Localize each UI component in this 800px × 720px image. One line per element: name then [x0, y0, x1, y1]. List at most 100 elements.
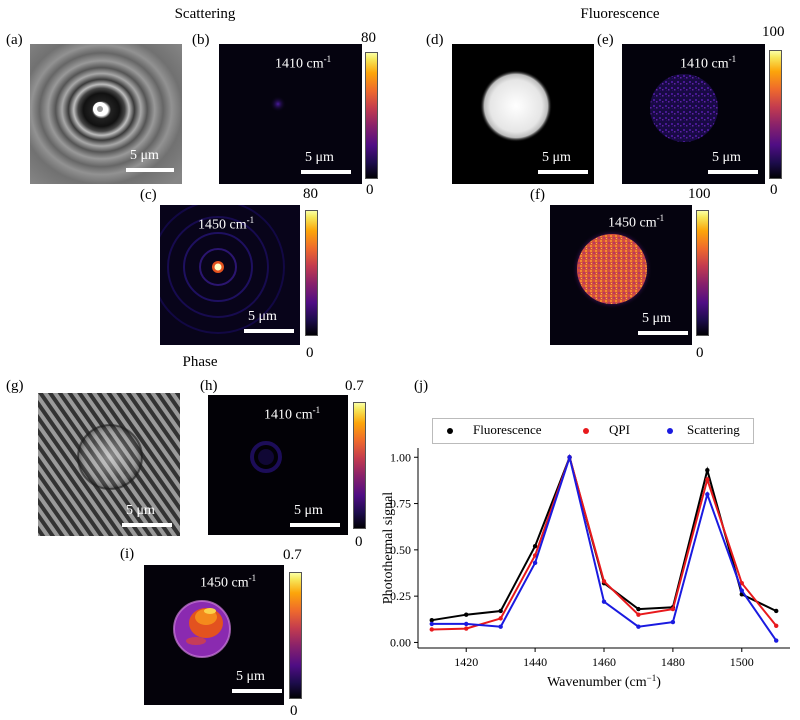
data-point-scattering	[429, 621, 434, 627]
scale-bar-i	[232, 689, 282, 693]
y-tick-label: 0.00	[390, 635, 411, 649]
scale-bar-g	[122, 523, 172, 527]
scale-bar-label-e: 5 μm	[712, 150, 741, 165]
colorbar-min-h: 0	[355, 534, 363, 550]
colorbar-min-e: 0	[770, 182, 778, 198]
y-tick-label: 0.25	[390, 589, 411, 603]
panel-a-scattering-image: 5 μm	[30, 44, 182, 184]
data-point-scattering	[739, 588, 744, 593]
scale-bar-h	[290, 523, 340, 527]
panel-b-scattering-1410: 1410 cm-1 5 μm	[219, 44, 362, 184]
y-tick-label: 0.75	[390, 497, 411, 511]
colorbar-max-f: 100	[688, 186, 711, 202]
legend-label-qpi: QPI	[609, 422, 630, 437]
x-tick-label: 1440	[523, 655, 547, 669]
data-point-qpi	[774, 623, 779, 628]
chart-axes: 0.00 0.25 0.50 0.75 1.00 1420 1440 1460 1480 1500	[390, 448, 790, 669]
legend-marker-fluorescence	[447, 428, 453, 434]
colorbar-h	[353, 402, 366, 529]
colorbar-min-i: 0	[290, 703, 298, 719]
scale-bar-e	[708, 170, 758, 174]
data-point-fluorescence	[636, 606, 641, 612]
panel-c-scattering-1450: 1450 cm-1 5 μm	[160, 205, 300, 345]
x-tick-label: 1480	[661, 655, 685, 669]
scale-bar-a	[126, 168, 174, 172]
data-point-scattering	[601, 599, 607, 604]
panel-label-h: (h)	[200, 378, 218, 394]
scale-bar-label-d: 5 μm	[542, 150, 571, 165]
data-point-scattering	[498, 624, 503, 629]
wavenumber-label-f: 1450 cm-1	[608, 213, 665, 231]
colorbar-min-c: 0	[306, 345, 314, 361]
data-point-scattering	[464, 621, 469, 627]
scale-bar-label-i: 5 μm	[236, 669, 265, 684]
colorbar-max-c: 80	[303, 186, 318, 202]
chart-xlabel: Wavenumber (cm−1)	[547, 673, 661, 690]
chart-series	[429, 453, 779, 643]
panel-g-phase-image: 5 μm	[38, 393, 180, 536]
colorbar-b	[365, 52, 378, 179]
panel-b-signal	[270, 96, 286, 112]
data-point-scattering	[774, 638, 779, 643]
data-point-fluorescence	[464, 612, 469, 617]
colorbar-i	[289, 572, 302, 699]
legend-label-scattering: Scattering	[687, 422, 740, 437]
legend-marker-scattering	[667, 428, 673, 434]
x-tick-label: 1460	[592, 655, 616, 669]
colorbar-max-b: 80	[361, 30, 376, 46]
wavenumber-label-c: 1450 cm-1	[198, 215, 255, 233]
chart-legend: Fluorescence QPI Scattering	[432, 418, 754, 444]
scale-bar-label-g: 5 μm	[126, 503, 155, 518]
section-title-phase: Phase	[182, 354, 218, 370]
colorbar-max-h: 0.7	[345, 378, 364, 394]
x-tick-label: 1420	[454, 655, 478, 669]
data-point-fluorescence	[705, 468, 710, 473]
section-title-fluorescence: Fluorescence	[580, 6, 660, 22]
scale-bar-label-h: 5 μm	[294, 503, 323, 518]
section-title-scattering: Scattering	[174, 6, 236, 22]
panel-label-e: (e)	[597, 32, 614, 48]
data-point-qpi	[705, 477, 710, 482]
wavenumber-label-h: 1410 cm-1	[264, 405, 321, 423]
colorbar-e	[769, 50, 782, 179]
data-point-fluorescence	[498, 608, 503, 614]
colorbar-max-i: 0.7	[283, 547, 302, 563]
scale-bar-d	[538, 170, 588, 174]
scale-bar-label-f: 5 μm	[642, 311, 671, 326]
panel-h-phase-1410: 1410 cm-1 5 μm	[208, 395, 348, 535]
panel-label-a: (a)	[6, 32, 23, 48]
panel-label-g: (g)	[6, 378, 24, 394]
x-tick-label: 1500	[730, 655, 754, 669]
data-point-scattering	[705, 492, 710, 497]
wavenumber-label-e: 1410 cm-1	[680, 54, 737, 72]
panel-d-fluorescence-image: 5 μm	[452, 44, 594, 184]
data-point-fluorescence	[774, 608, 779, 614]
data-point-scattering	[567, 455, 572, 460]
scale-bar-c	[244, 329, 294, 333]
panel-i-signal	[173, 600, 231, 658]
data-point-qpi	[498, 616, 503, 621]
panel-label-f: (f)	[530, 187, 545, 203]
panel-a-rings	[30, 44, 182, 184]
scale-bar-label-a: 5 μm	[130, 148, 159, 163]
legend-label-fluorescence: Fluorescence	[473, 422, 542, 437]
data-point-qpi	[636, 612, 641, 617]
wavenumber-label-i: 1450 cm-1	[200, 573, 257, 591]
data-point-qpi	[464, 626, 469, 631]
panel-i-phase-1450: 1450 cm-1 5 μm	[144, 565, 284, 705]
wavenumber-label-b: 1410 cm-1	[275, 54, 332, 72]
panel-label-i: (i)	[120, 546, 135, 562]
panel-g-fringes	[38, 393, 180, 536]
colorbar-min-f: 0	[696, 345, 704, 361]
panel-f-signal	[572, 229, 652, 309]
colorbar-min-b: 0	[366, 182, 374, 198]
data-point-qpi	[429, 627, 434, 632]
panel-d-spot	[480, 70, 552, 142]
data-point-fluorescence	[429, 618, 434, 623]
photothermal-chart: 0.00 0.25 0.50 0.75 1.00 1420 1440 1460 1480 1500…	[381, 448, 790, 690]
data-point-scattering	[532, 560, 538, 566]
colorbar-max-e: 100	[762, 24, 785, 40]
panel-c-signal	[160, 205, 285, 334]
y-tick-label: 1.00	[390, 450, 411, 464]
panel-h-signal	[250, 441, 282, 473]
